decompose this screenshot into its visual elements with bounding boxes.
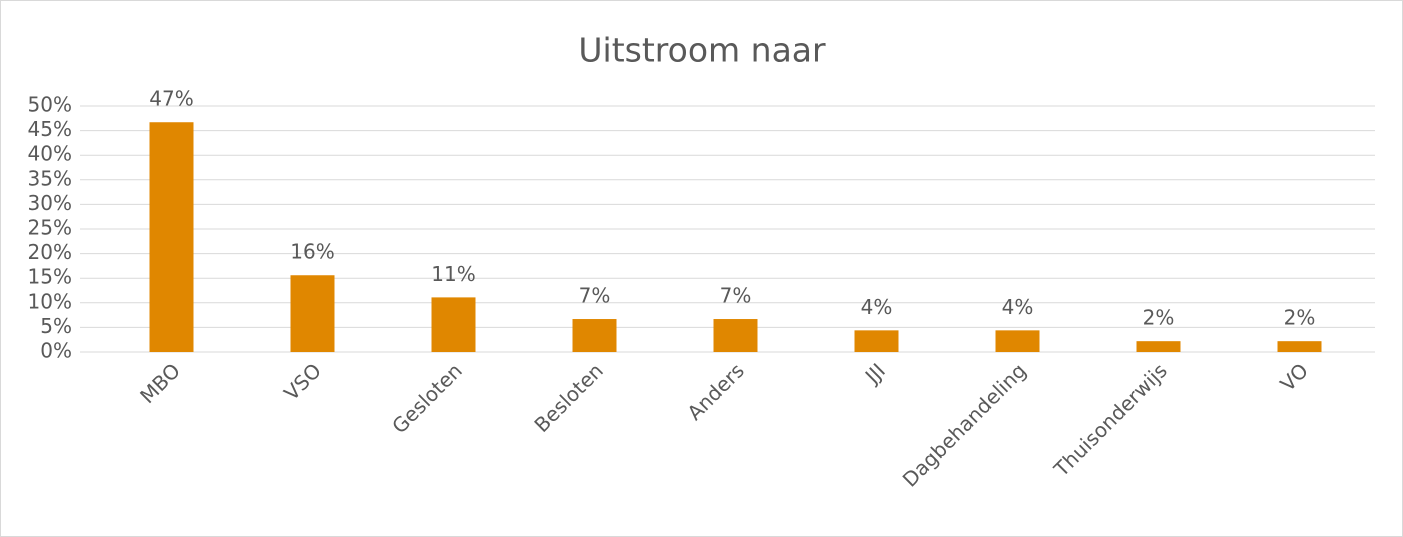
bar	[431, 297, 476, 352]
data-label: 7%	[720, 284, 752, 308]
y-tick-label: 30%	[28, 191, 72, 215]
data-label: 4%	[861, 295, 893, 319]
y-tick-label: 5%	[40, 314, 72, 338]
bar	[572, 319, 617, 352]
data-label: 7%	[579, 284, 611, 308]
data-label: 4%	[1002, 295, 1034, 319]
bar	[1277, 341, 1322, 352]
y-tick-label: 40%	[28, 142, 72, 166]
data-label: 16%	[290, 240, 334, 264]
y-tick-label: 45%	[28, 117, 72, 141]
bar	[854, 330, 899, 352]
y-tick-label: 50%	[28, 93, 72, 117]
data-label: 2%	[1284, 306, 1316, 330]
bar	[995, 330, 1040, 352]
bar	[1136, 341, 1181, 352]
y-tick-label: 10%	[28, 289, 72, 313]
data-label: 2%	[1143, 306, 1175, 330]
chart-title: Uitstroom naar	[578, 31, 826, 70]
y-tick-label: 25%	[28, 216, 72, 240]
y-tick-label: 15%	[28, 265, 72, 289]
bar	[713, 319, 758, 352]
bar	[290, 275, 335, 352]
data-label: 11%	[431, 262, 475, 286]
bar	[149, 122, 194, 353]
data-label: 47%	[149, 87, 193, 111]
y-tick-label: 35%	[28, 166, 72, 190]
y-tick-label: 0%	[40, 339, 72, 363]
y-tick-label: 20%	[28, 240, 72, 264]
